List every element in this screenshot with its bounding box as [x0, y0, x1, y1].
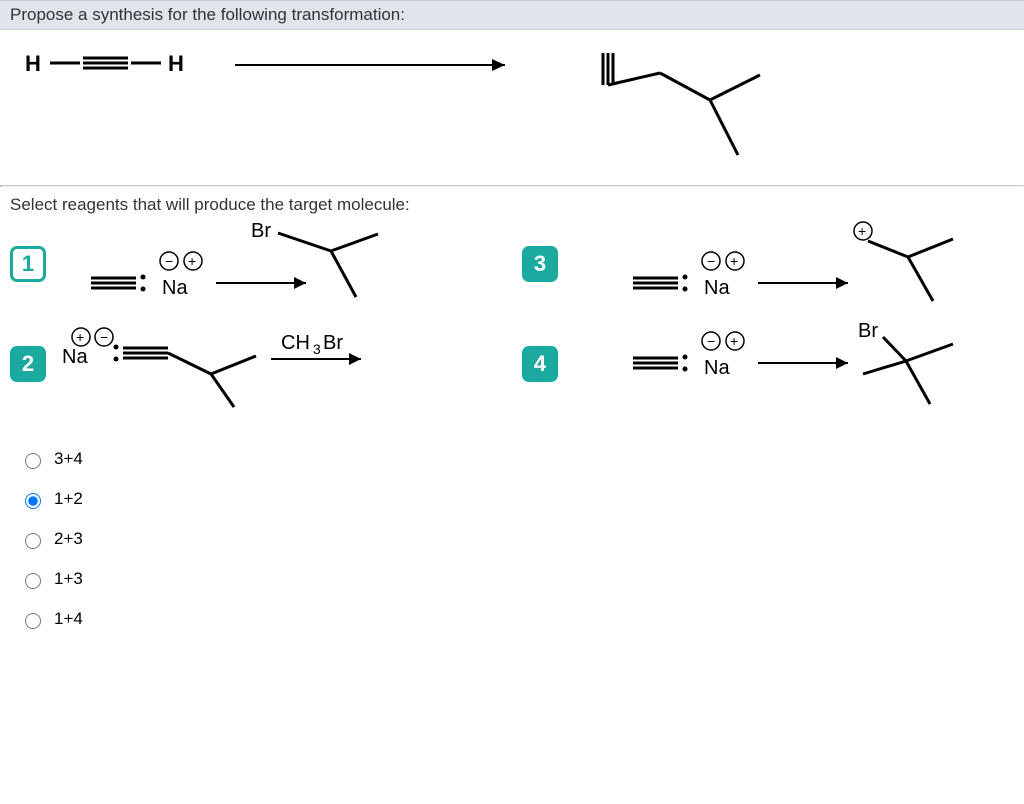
radio-2-plus-3[interactable] — [25, 533, 41, 549]
answer-1-plus-2[interactable]: 1+2 — [20, 479, 1004, 519]
svg-text:Br: Br — [858, 320, 878, 342]
option-3-structure: − + Na + — [568, 219, 988, 309]
option-2[interactable]: 2 + − Na CH 3 Br — [10, 319, 502, 409]
svg-text:CH: CH — [281, 332, 310, 354]
product-molecule — [560, 45, 800, 175]
option-2-structure: + − Na CH 3 Br — [56, 319, 476, 409]
reagent-options-grid: 1 − + Na Br 3 — [0, 219, 1024, 409]
svg-text:−: − — [165, 253, 173, 269]
svg-text:Br: Br — [323, 332, 343, 354]
select-reagents-label: Select reagents that will produce the ta… — [0, 187, 1024, 219]
reaction-arrow — [230, 45, 520, 85]
answer-1-plus-4[interactable]: 1+4 — [20, 599, 1004, 639]
svg-text:Na: Na — [704, 277, 730, 299]
svg-text:−: − — [100, 329, 108, 345]
svg-text:+: + — [76, 329, 84, 345]
answer-label: 2+3 — [54, 529, 83, 549]
answer-label: 1+2 — [54, 489, 83, 509]
option-4[interactable]: 4 − + Na Br — [522, 319, 1014, 409]
svg-text:3: 3 — [313, 341, 321, 357]
option-1-structure: − + Na Br — [56, 219, 476, 309]
svg-text:Br: Br — [251, 220, 271, 242]
option-4-structure: − + Na Br — [568, 319, 988, 409]
svg-text:−: − — [707, 333, 715, 349]
svg-text:H: H — [168, 51, 184, 76]
radio-1-plus-2[interactable] — [25, 493, 41, 509]
badge-2: 2 — [10, 346, 46, 382]
start-molecule: H H — [20, 45, 190, 85]
answer-choices: 3+4 1+2 2+3 1+3 1+4 — [0, 409, 1024, 659]
radio-1-plus-3[interactable] — [25, 573, 41, 589]
radio-1-plus-4[interactable] — [25, 613, 41, 629]
option-1[interactable]: 1 − + Na Br — [10, 219, 502, 309]
svg-text:+: + — [730, 333, 738, 349]
svg-text:+: + — [730, 253, 738, 269]
answer-3-plus-4[interactable]: 3+4 — [20, 439, 1004, 479]
svg-text:+: + — [188, 253, 196, 269]
svg-text:Na: Na — [704, 357, 730, 379]
question-prompt: Propose a synthesis for the following tr… — [0, 0, 1024, 30]
answer-label: 1+4 — [54, 609, 83, 629]
reaction-row: H H — [0, 30, 1024, 185]
answer-1-plus-3[interactable]: 1+3 — [20, 559, 1004, 599]
radio-3-plus-4[interactable] — [25, 453, 41, 469]
svg-text:H: H — [25, 51, 41, 76]
badge-4: 4 — [522, 346, 558, 382]
svg-text:Na: Na — [62, 346, 88, 368]
badge-1: 1 — [10, 246, 46, 282]
svg-text:+: + — [858, 223, 866, 239]
option-3[interactable]: 3 − + Na + — [522, 219, 1014, 309]
answer-label: 3+4 — [54, 449, 83, 469]
badge-3: 3 — [522, 246, 558, 282]
answer-label: 1+3 — [54, 569, 83, 589]
svg-text:Na: Na — [162, 277, 188, 299]
answer-2-plus-3[interactable]: 2+3 — [20, 519, 1004, 559]
svg-text:−: − — [707, 253, 715, 269]
